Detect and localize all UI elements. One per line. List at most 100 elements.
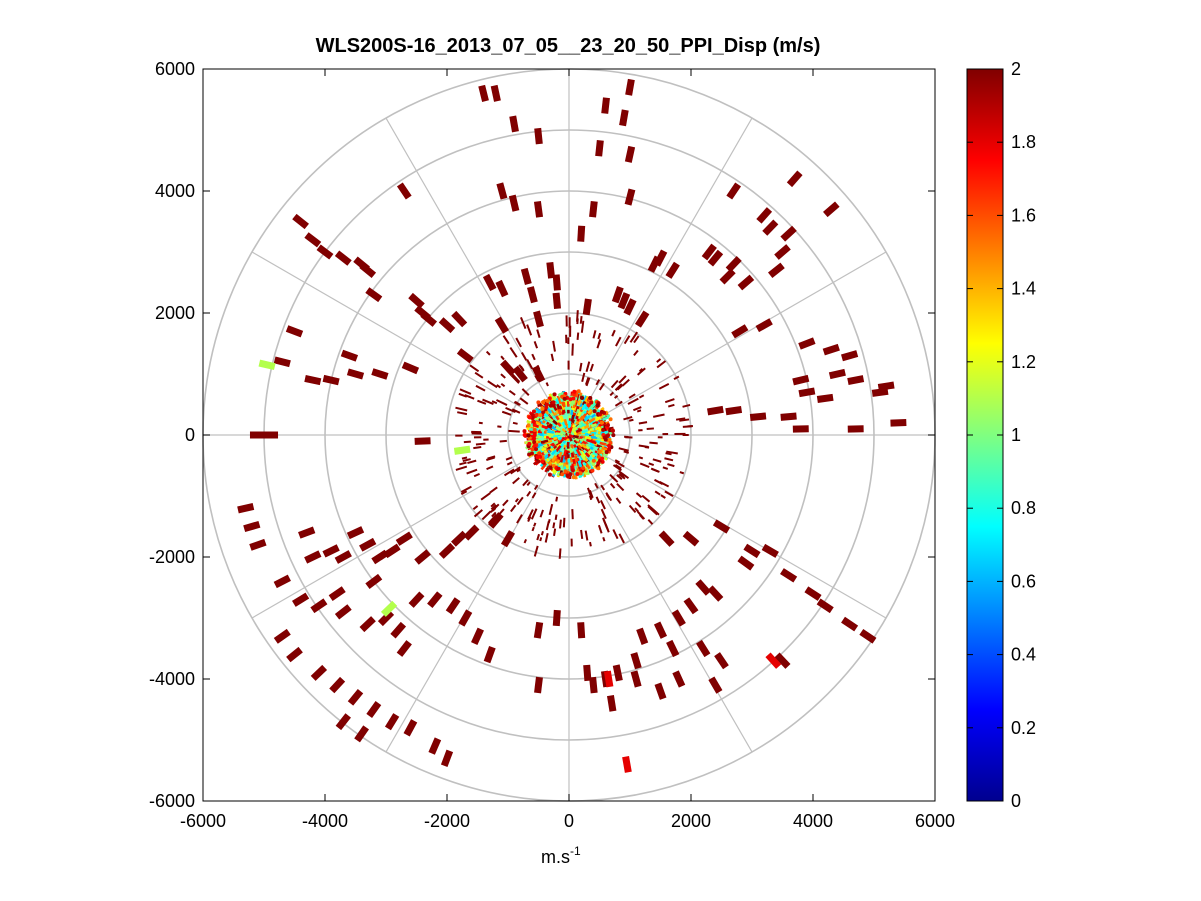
data-dash [597, 332, 602, 340]
near-range-return [579, 402, 583, 408]
near-range-return [554, 429, 561, 434]
data-dash [490, 521, 495, 526]
data-dash [526, 358, 534, 370]
near-range-rim [576, 389, 581, 394]
data-dash [497, 508, 505, 516]
data-segment [672, 670, 686, 688]
near-range-return [590, 423, 597, 428]
data-dash [639, 462, 650, 468]
data-segment [617, 292, 631, 310]
near-range-rim [548, 403, 553, 408]
near-range-return [556, 473, 560, 477]
near-range-rim [522, 432, 527, 437]
near-range-return [592, 451, 599, 458]
near-range-return [546, 424, 553, 430]
near-range-rim [605, 423, 610, 428]
near-range-return [553, 411, 558, 416]
data-dash [502, 335, 510, 345]
data-segment [359, 262, 377, 279]
data-dash [615, 497, 622, 504]
near-range-rim [572, 389, 577, 394]
data-segment [658, 530, 675, 547]
data-dash [650, 467, 660, 473]
data-dash [500, 373, 506, 379]
near-range-rim [526, 423, 531, 428]
data-dash [550, 353, 555, 362]
near-range-rim [533, 447, 538, 452]
near-range-return [550, 445, 554, 449]
near-range-rim [552, 392, 557, 397]
near-range-return [574, 437, 580, 442]
data-segment [577, 225, 586, 242]
data-dash [647, 504, 658, 514]
data-dash [611, 475, 617, 482]
data-segment [798, 337, 816, 350]
near-range-rim [522, 429, 527, 434]
near-range-return [544, 416, 550, 422]
data-segment [603, 670, 614, 688]
near-range-return [549, 447, 554, 452]
near-range-return [534, 421, 541, 426]
data-segment [304, 232, 322, 248]
data-dash [555, 496, 559, 502]
near-range-return [591, 454, 596, 458]
near-range-rim [547, 472, 552, 477]
near-range-return [580, 443, 587, 449]
near-range-return [583, 456, 589, 462]
colorbar-tick-label: 0 [1011, 791, 1021, 811]
chart-title: WLS200S-16_2013_07_05__23_20_50_PPI_Disp… [316, 35, 821, 57]
data-segment [527, 286, 538, 304]
data-dash [609, 391, 615, 397]
near-range-rim [580, 396, 585, 401]
near-range-return [555, 426, 561, 431]
data-segment [683, 597, 699, 615]
data-segment [695, 579, 712, 596]
near-range-return [583, 395, 590, 403]
data-segment [334, 604, 352, 620]
x-axis-label: m.s-1 [541, 844, 581, 867]
data-dash [491, 511, 497, 518]
y-tick-label: -2000 [149, 547, 195, 567]
near-range-rim [571, 396, 576, 401]
near-range-rim [538, 413, 543, 418]
data-segment [380, 600, 398, 617]
data-dash [589, 541, 592, 547]
near-range-rim [531, 409, 536, 414]
near-range-return [586, 460, 592, 466]
near-range-return [579, 422, 587, 429]
data-dash [629, 331, 639, 343]
data-dash [660, 494, 666, 499]
data-dash [522, 479, 529, 487]
near-range-return [553, 460, 557, 464]
near-range-return [571, 426, 578, 433]
near-range-return [595, 426, 601, 431]
near-range-return [573, 439, 579, 444]
data-dash [477, 399, 487, 405]
near-range-rim [599, 409, 604, 414]
data-segment [828, 368, 846, 380]
data-dash [628, 418, 634, 422]
polar-spoke [251, 251, 570, 436]
near-range-rim [596, 466, 601, 471]
near-range-rim [571, 475, 576, 480]
data-dash [516, 468, 521, 473]
data-segment [438, 542, 456, 559]
near-range-return [582, 395, 588, 403]
data-segment [298, 526, 316, 539]
near-range-rim [540, 459, 545, 464]
polar-spoke [568, 251, 887, 436]
data-dash [648, 462, 655, 466]
near-range-return [557, 393, 561, 397]
data-dash [492, 507, 497, 512]
near-range-return [541, 424, 549, 430]
data-dash [488, 513, 498, 524]
data-dash [635, 501, 642, 508]
data-dash [616, 474, 623, 480]
near-range-return [568, 427, 573, 434]
data-dash [459, 388, 472, 395]
data-dash [531, 492, 537, 499]
near-range-return [581, 410, 585, 414]
near-range-return [583, 414, 591, 422]
data-segment [636, 627, 649, 645]
